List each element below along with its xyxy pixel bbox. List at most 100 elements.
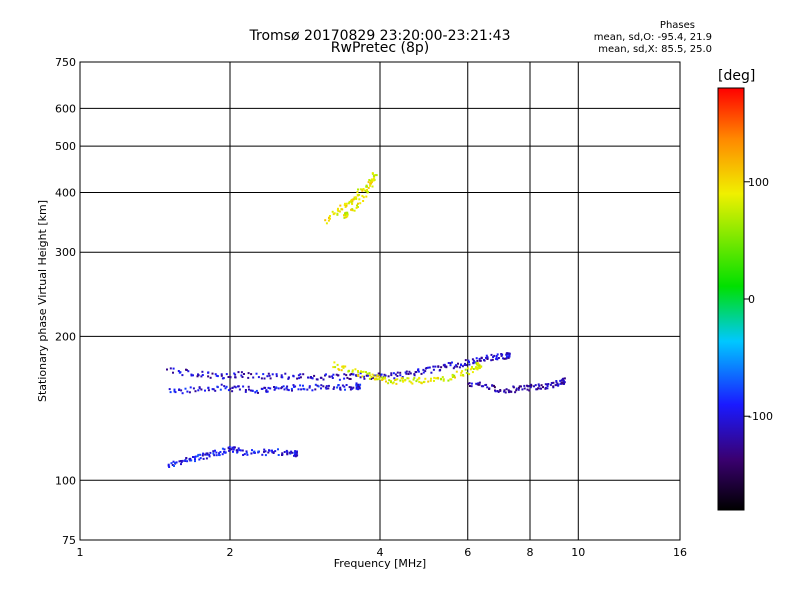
- data-point: [517, 388, 520, 391]
- data-point: [461, 365, 464, 368]
- data-point: [365, 190, 367, 193]
- x-tick-label: 4: [377, 546, 384, 559]
- data-point: [372, 177, 375, 180]
- data-point: [521, 388, 524, 391]
- data-point: [240, 371, 243, 374]
- data-point: [469, 368, 472, 371]
- data-point: [380, 373, 383, 376]
- data-point: [208, 455, 211, 458]
- data-point: [248, 388, 250, 391]
- data-point: [466, 367, 469, 370]
- data-point: [368, 179, 371, 181]
- data-point: [458, 366, 461, 369]
- data-point: [263, 448, 266, 451]
- data-point: [202, 457, 205, 460]
- data-point: [465, 364, 468, 367]
- data-point: [488, 387, 491, 390]
- data-point: [349, 373, 352, 376]
- data-point: [337, 384, 340, 386]
- data-point: [284, 372, 287, 375]
- x-tick-label: 2: [227, 546, 234, 559]
- data-point: [237, 371, 240, 374]
- data-point: [295, 454, 298, 457]
- data-point: [335, 373, 338, 376]
- data-point: [267, 386, 270, 389]
- data-point: [370, 376, 373, 378]
- data-point: [351, 200, 354, 203]
- data-point: [508, 355, 511, 358]
- data-point: [443, 364, 446, 366]
- data-point: [477, 383, 480, 386]
- data-point: [292, 374, 295, 377]
- data-point: [359, 383, 362, 386]
- data-point: [345, 384, 348, 386]
- data-point: [207, 375, 210, 378]
- data-point: [269, 377, 272, 380]
- data-point: [281, 376, 284, 379]
- data-point: [336, 209, 339, 212]
- data-point: [486, 386, 489, 389]
- data-point: [475, 382, 478, 385]
- data-point: [546, 383, 549, 386]
- data-point: [311, 389, 314, 392]
- data-point: [349, 378, 352, 380]
- data-point: [177, 370, 180, 372]
- data-point: [343, 214, 345, 217]
- data-point: [197, 389, 200, 392]
- data-point: [250, 452, 253, 455]
- data-point: [352, 386, 355, 389]
- data-point: [357, 387, 359, 390]
- data-point: [478, 365, 481, 367]
- data-point: [242, 385, 245, 388]
- data-point: [493, 384, 495, 387]
- data-point: [263, 377, 266, 380]
- data-point: [264, 454, 267, 457]
- x-axis-label: Frequency [MHz]: [334, 557, 426, 570]
- data-point: [497, 357, 500, 359]
- data-point: [294, 452, 297, 455]
- data-point: [379, 375, 382, 378]
- data-point: [549, 383, 552, 386]
- data-point: [190, 459, 193, 462]
- data-point: [308, 385, 311, 388]
- data-point: [196, 455, 199, 458]
- data-point: [388, 379, 391, 382]
- data-point: [392, 381, 395, 384]
- data-point: [484, 384, 487, 386]
- data-point: [493, 386, 496, 389]
- data-point: [475, 362, 478, 364]
- data-point: [257, 376, 260, 379]
- data-point: [253, 451, 256, 454]
- data-point: [375, 377, 378, 380]
- data-point: [351, 203, 354, 205]
- data-point: [557, 383, 560, 386]
- data-point: [228, 449, 231, 452]
- data-point: [280, 387, 283, 390]
- data-point: [476, 359, 479, 362]
- data-point: [475, 357, 478, 360]
- data-point: [293, 454, 295, 457]
- data-point: [317, 385, 320, 388]
- data-point: [228, 446, 231, 448]
- data-point: [389, 380, 392, 382]
- data-point: [344, 202, 346, 205]
- data-point: [333, 361, 336, 364]
- data-point: [442, 379, 445, 382]
- data-point: [245, 450, 248, 453]
- data-point: [264, 386, 267, 389]
- data-point: [510, 390, 513, 393]
- data-point: [324, 386, 327, 389]
- data-point: [433, 379, 435, 382]
- data-point: [285, 386, 288, 389]
- y-tick-label: 300: [55, 246, 76, 259]
- data-point: [219, 388, 222, 391]
- data-point: [357, 206, 359, 208]
- data-point: [404, 379, 406, 382]
- data-point: [220, 383, 223, 386]
- data-point: [384, 377, 387, 380]
- data-point: [508, 390, 511, 393]
- data-point: [342, 365, 345, 368]
- data-point: [504, 391, 507, 394]
- data-point: [223, 385, 226, 388]
- data-point: [233, 385, 236, 388]
